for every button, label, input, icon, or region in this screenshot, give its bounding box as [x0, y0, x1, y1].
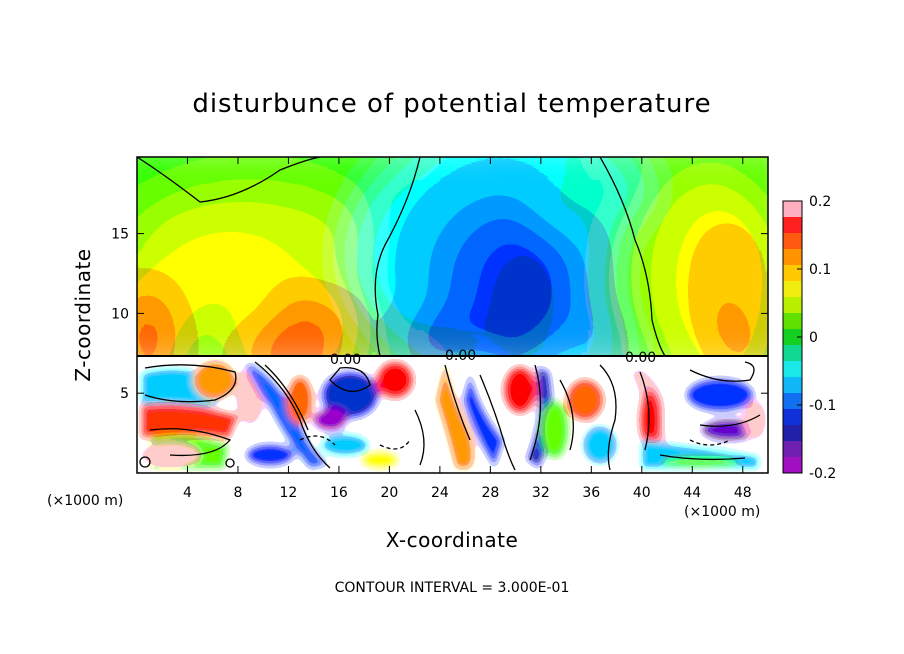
x-tick-label: 20: [380, 485, 398, 501]
colorbar-swatch: [783, 409, 802, 426]
x-tick-label: 32: [532, 485, 550, 501]
colorbar-swatch: [783, 233, 802, 250]
contour-label-1: 0.00: [330, 352, 361, 368]
colorbar-tick-label: -0.1: [809, 398, 836, 414]
colorbar-swatch: [783, 265, 802, 282]
x-unit-left: (×1000 m): [47, 493, 123, 509]
x-tick-label: 28: [481, 485, 499, 501]
x-tick-label: 12: [280, 485, 298, 501]
colorbar-tick-label: -0.2: [809, 466, 836, 482]
heatmap-field: 0.00 0.00 0.00: [137, 157, 768, 473]
colorbar-swatch: [783, 217, 802, 234]
contour-label-3: 0.00: [625, 350, 656, 366]
y-tick-label: 10: [111, 306, 129, 322]
contour-interval-note: CONTOUR INTERVAL = 3.000E-01: [335, 580, 570, 596]
x-tick-label: 16: [330, 485, 348, 501]
colorbar-swatch: [783, 329, 802, 346]
chart-title: disturbunce of potential temperature: [192, 89, 711, 119]
colorbar-swatch: [783, 345, 802, 362]
colorbar-swatch: [783, 457, 802, 474]
y-axis-label: Z-coordinate: [71, 248, 95, 381]
x-tick-label: 44: [683, 485, 701, 501]
y-tick-label: 15: [111, 227, 129, 243]
contour-label-2: 0.00: [445, 348, 476, 364]
x-tick-label: 36: [582, 485, 600, 501]
colorbar-swatch: [783, 297, 802, 314]
colorbar-swatch: [783, 281, 802, 298]
colorbar-tick-label: 0.1: [809, 262, 831, 278]
plot-frame: [136, 156, 769, 474]
x-tick-label: 8: [233, 485, 242, 501]
colorbar: 0.2 0.1 0 -0.1 -0.2: [782, 194, 836, 482]
contour-lines: [137, 157, 768, 471]
colorbar-swatch: [783, 313, 802, 330]
colorbar-swatch: [783, 425, 802, 442]
colorbar-swatch: [783, 441, 802, 458]
x-tick-label: 40: [633, 485, 651, 501]
y-axis: 5 10 15: [111, 227, 768, 402]
x-tick-label: 24: [431, 485, 449, 501]
colorbar-swatch: [783, 249, 802, 266]
x-axis-label: X-coordinate: [386, 528, 519, 552]
colorbar-swatch: [783, 201, 802, 218]
colorbar-tick-label: 0.2: [809, 194, 831, 210]
colorbar-swatch: [783, 377, 802, 394]
x-unit-right: (×1000 m): [684, 504, 760, 520]
x-tick-label: 48: [734, 485, 752, 501]
x-axis: 4 8 12 16 20 24 28 32 36 40 44 48: [183, 157, 752, 501]
y-tick-label: 5: [120, 386, 129, 402]
colorbar-tick-label: 0: [809, 330, 818, 346]
colorbar-swatch: [783, 361, 802, 378]
x-tick-label: 4: [183, 485, 192, 501]
colorbar-swatch: [783, 393, 802, 410]
